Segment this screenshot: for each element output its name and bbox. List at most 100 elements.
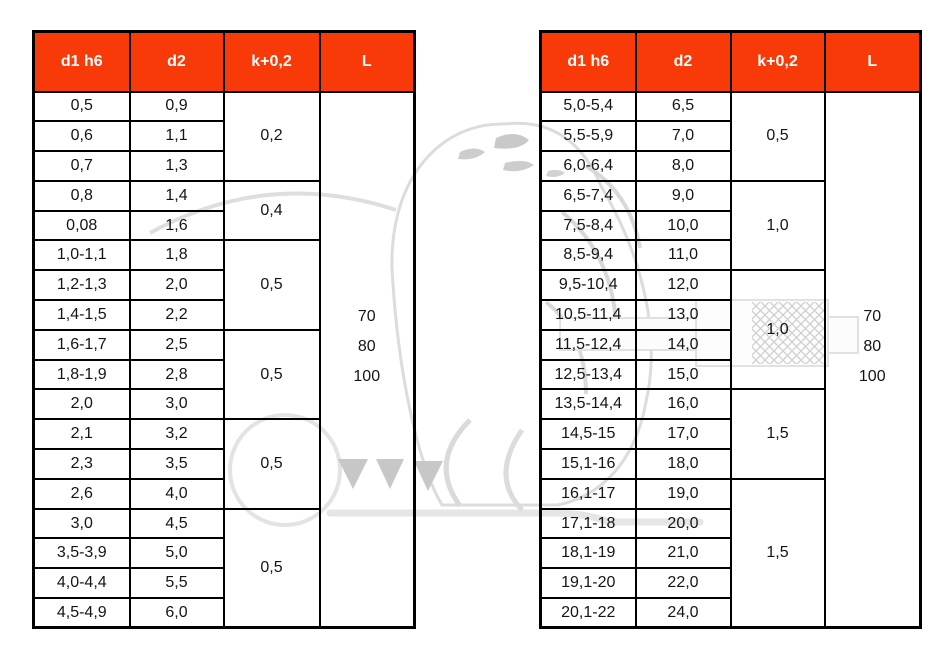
k-group-cell: 1,0	[729, 269, 826, 391]
l-value: 80	[357, 338, 376, 356]
table-row: 8,5-9,4 11,0	[539, 239, 921, 272]
d2-cell: 15,0	[634, 358, 732, 391]
table-row: 13,5-14,4 16,0 1,5	[539, 388, 921, 480]
d1-cell: 0,6	[32, 120, 131, 153]
d2-cell: 17,0	[634, 418, 732, 451]
table-row: 2,3 3,5	[32, 448, 415, 480]
table-row: 1,0-1,1 1,8 0,5	[32, 239, 415, 331]
d2-cell: 6,5	[634, 90, 732, 123]
table-row: 12,5-13,4 15,0	[539, 358, 921, 391]
d2-cell: 1,8	[128, 239, 225, 272]
d2-cell: 3,0	[128, 388, 225, 421]
d2-cell: 1,1	[128, 120, 225, 153]
d1-cell: 9,5-10,4	[539, 269, 637, 302]
d1-cell: 2,3	[32, 448, 131, 480]
col-header-k: k+0,2	[729, 30, 826, 93]
d1-cell: 16,1-17	[539, 477, 637, 510]
d2-cell: 1,4	[128, 179, 225, 212]
d1-cell: 5,0-5,4	[539, 90, 637, 123]
d1-cell: 8,5-9,4	[539, 239, 637, 272]
d2-cell: 11,0	[634, 239, 732, 272]
d2-cell: 16,0	[634, 388, 732, 421]
d2-cell: 0,9	[128, 90, 225, 123]
d2-cell: 5,5	[128, 567, 225, 600]
table-row: 6,0-6,4 8,0	[539, 150, 921, 182]
l-values: 70 80 100	[826, 307, 920, 387]
d1-cell: 0,5	[32, 90, 131, 123]
table-row: 1,8-1,9 2,8	[32, 358, 415, 391]
col-header-d1: d1 h6	[539, 30, 637, 93]
d1-cell: 13,5-14,4	[539, 388, 637, 421]
col-header-k: k+0,2	[222, 30, 321, 93]
table-row: 5,0-5,4 6,5 0,5 70 80 100	[539, 90, 922, 629]
d2-cell: 19,0	[634, 477, 732, 510]
table-row: 0,5 0,9 0,2 70 80 100	[32, 90, 416, 629]
d1-cell: 1,2-1,3	[32, 269, 131, 302]
d1-cell: 2,6	[32, 477, 131, 510]
l-value: 80	[863, 338, 882, 356]
l-value: 70	[357, 308, 376, 326]
table-row: 14,5-15 17,0	[539, 418, 921, 451]
d2-cell: 1,6	[128, 209, 225, 242]
d2-cell: 6,0	[128, 597, 225, 629]
table-row: 20,1-22 24,0	[539, 597, 921, 629]
d1-cell: 0,08	[32, 209, 131, 242]
d1-cell: 2,0	[32, 388, 131, 421]
d2-cell: 9,0	[634, 179, 732, 212]
d1-cell: 3,0	[32, 507, 131, 540]
d1-cell: 0,8	[32, 179, 131, 212]
d1-cell: 20,1-22	[539, 597, 637, 629]
d1-cell: 1,0-1,1	[32, 239, 131, 272]
k-group-cell: 1,5	[729, 477, 826, 629]
k-group-cell: 1,5	[729, 388, 826, 480]
table-row: 15,1-16 18,0	[539, 448, 921, 480]
d2-cell: 2,5	[128, 328, 225, 361]
d1-cell: 15,1-16	[539, 448, 637, 480]
d1-cell: 4,5-4,9	[32, 597, 131, 629]
d1-cell: 11,5-12,4	[539, 328, 637, 361]
table-row: 2,6 4,0	[32, 477, 415, 510]
d2-cell: 22,0	[634, 567, 732, 600]
k-group-cell: 1,0	[729, 179, 826, 272]
table-row: 2,1 3,2 0,5	[32, 418, 415, 510]
table-row: 9,5-10,4 12,0 1,0	[539, 269, 921, 391]
d1-cell: 5,5-5,9	[539, 120, 637, 153]
l-value: 100	[858, 368, 886, 386]
table-row: 1,4-1,5 2,2	[32, 299, 415, 331]
d1-cell: 1,4-1,5	[32, 299, 131, 331]
table-row: 2,0 3,0	[32, 388, 415, 421]
table-row: 5,5-5,9 7,0	[539, 120, 921, 153]
l-value: 70	[863, 308, 882, 326]
d1-cell: 4,0-4,4	[32, 567, 131, 600]
table-row: 11,5-12,4 14,0	[539, 328, 921, 361]
k-group-cell: 0,2	[222, 90, 321, 182]
k-group-cell: 0,5	[222, 507, 321, 629]
table-row: 6,5-7,4 9,0 1,0	[539, 179, 921, 272]
col-header-l: L	[823, 30, 922, 93]
col-header-d2: d2	[634, 30, 732, 93]
table-row: 1,2-1,3 2,0	[32, 269, 415, 302]
header-row: d1 h6 d2 k+0,2 L	[32, 30, 416, 93]
header-row: d1 h6 d2 k+0,2 L	[539, 30, 922, 93]
k-group-cell: 0,5	[222, 328, 321, 421]
d2-cell: 12,0	[634, 269, 732, 302]
d2-cell: 5,0	[128, 537, 225, 570]
d2-cell: 13,0	[634, 299, 732, 331]
d1-cell: 0,7	[32, 150, 131, 182]
d2-cell: 2,2	[128, 299, 225, 331]
d1-cell: 3,5-3,9	[32, 537, 131, 570]
table-row: 1,6-1,7 2,5 0,5	[32, 328, 415, 421]
k-group-cell: 0,5	[222, 239, 321, 331]
d2-cell: 14,0	[634, 328, 732, 361]
d1-cell: 18,1-19	[539, 537, 637, 570]
table-row: 16,1-17 19,0 1,5	[539, 477, 921, 629]
d2-cell: 1,3	[128, 150, 225, 182]
d2-cell: 3,5	[128, 448, 225, 480]
d2-cell: 24,0	[634, 597, 732, 629]
d1-cell: 6,0-6,4	[539, 150, 637, 182]
l-value: 100	[353, 368, 381, 386]
table-row: 19,1-20 22,0	[539, 567, 921, 600]
col-header-l: L	[318, 30, 416, 93]
k-group-cell: 0,5	[222, 418, 321, 510]
